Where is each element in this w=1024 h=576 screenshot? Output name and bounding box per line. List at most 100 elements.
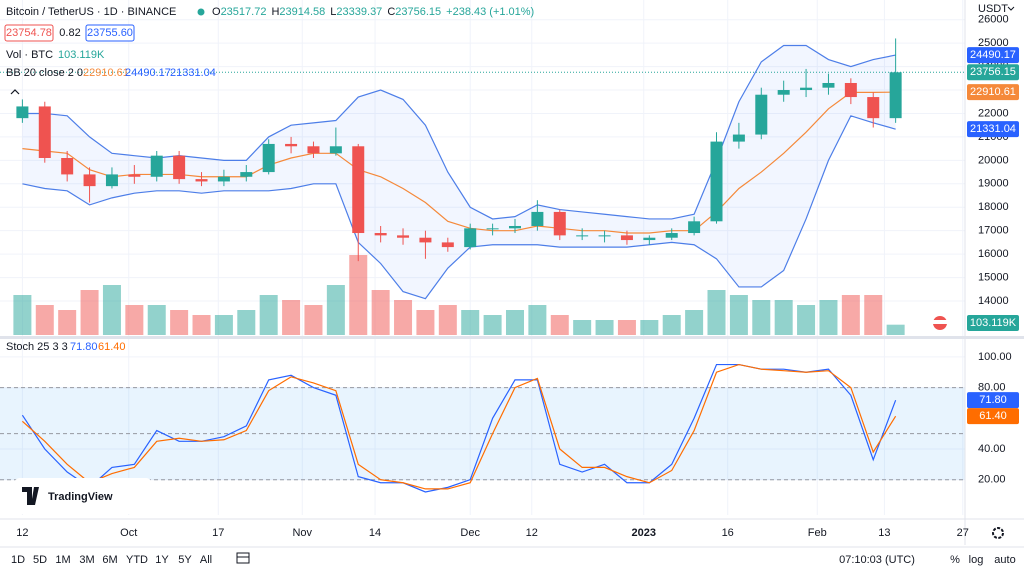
candle-body	[464, 228, 477, 248]
candle-body	[38, 106, 51, 159]
toolbar: 1D 5D 1M 3M 6M YTD 1Y 5Y All	[11, 554, 212, 566]
volume-bar	[80, 290, 99, 335]
volume-bar	[819, 300, 838, 335]
time-tick-label: 27	[957, 527, 969, 539]
volume-bar	[617, 320, 636, 335]
stoch-legend: Stoch 25 3 3	[6, 341, 68, 353]
volume-bar	[662, 315, 681, 335]
candle-body	[374, 233, 387, 236]
stoch-line	[21, 363, 897, 490]
price-tick-label: 17000	[978, 225, 1009, 237]
stoch-k-value: 71.80	[70, 341, 98, 353]
price-box	[967, 408, 1019, 425]
logo-box[interactable]	[14, 478, 152, 514]
timeframe-button[interactable]: 5D	[33, 554, 47, 566]
volume-bar	[35, 305, 54, 335]
candle-body	[889, 72, 902, 119]
timeframe-button[interactable]: YTD	[126, 554, 148, 566]
volume-bar	[214, 315, 233, 335]
bb-legend: BB 20 close 2 0	[6, 67, 83, 79]
bb-upper-value: 24490.17	[125, 67, 171, 79]
price-tick-label: 20000	[978, 154, 1009, 166]
plot	[0, 0, 965, 515]
header: Bitcoin / TetherUS · 1D · BINANCE O23517…	[0, 3, 1024, 566]
logo-text[interactable]: TradingView	[48, 491, 113, 503]
buy-box[interactable]	[85, 24, 135, 42]
candle-body	[800, 87, 813, 91]
volume-bar	[147, 305, 166, 335]
price-box-label: 61.40	[979, 410, 1007, 422]
price-box	[967, 64, 1019, 81]
log-toggle[interactable]: log	[969, 554, 984, 566]
volume-bar	[259, 295, 278, 335]
ohlc-value: 23756.15	[395, 6, 441, 18]
candle-body	[61, 158, 74, 175]
stoch-tick-label: 20.00	[978, 474, 1006, 486]
time-tick-label: 12	[16, 527, 28, 539]
timeframe-button[interactable]: 6M	[102, 554, 117, 566]
time-tick-label: Nov	[292, 527, 312, 539]
ohlc-key: O	[212, 6, 221, 18]
price-box-label: 21331.04	[970, 123, 1016, 135]
candle-body	[105, 174, 118, 187]
volume-bar	[685, 310, 704, 335]
price-tick-label: 18000	[978, 201, 1009, 213]
sell-box[interactable]	[4, 24, 54, 42]
candle-body	[285, 143, 298, 147]
stoch-tick-label: 40.00	[978, 443, 1006, 455]
price-tick-label: 15000	[978, 271, 1009, 283]
candle-body	[83, 174, 96, 187]
price-box-label: 71.80	[979, 394, 1007, 406]
spread: 0.82	[59, 27, 80, 39]
candle-body	[307, 146, 320, 154]
timeframe-button[interactable]: 1M	[55, 554, 70, 566]
price-tick-label: 19000	[978, 178, 1009, 190]
sell-price[interactable]: 23754.78	[6, 27, 52, 39]
timeframe-button[interactable]: 3M	[79, 554, 94, 566]
candle-body	[173, 155, 186, 180]
candle-body	[665, 233, 678, 238]
timeframe-button[interactable]: All	[200, 554, 212, 566]
bb-lower-value: 21331.04	[170, 67, 216, 79]
calendar-icon[interactable]	[236, 552, 250, 564]
time-tick-label: Dec	[460, 527, 480, 539]
volume-bar	[707, 290, 726, 335]
time-tick-label: 12	[526, 527, 538, 539]
timeframe-button[interactable]: 1Y	[155, 554, 169, 566]
candle-body	[508, 225, 521, 229]
stoch-tick-label: 100.00	[978, 351, 1012, 363]
volume-bar	[505, 310, 524, 335]
candle-body	[150, 155, 163, 177]
candle-body	[688, 221, 701, 234]
volume-bar	[13, 295, 32, 335]
time-tick-label: 13	[878, 527, 890, 539]
volume-bar	[841, 295, 860, 335]
symbol[interactable]: Bitcoin / TetherUS · 1D · BINANCE	[6, 6, 176, 18]
price-box	[967, 121, 1019, 138]
volume-legend: Vol · BTC	[6, 49, 53, 61]
stoch-band	[0, 387, 965, 480]
price-box	[967, 392, 1019, 409]
buy-price[interactable]: 23755.60	[87, 27, 133, 39]
volume-bar	[102, 285, 121, 335]
price-tick-label: 25000	[978, 37, 1009, 49]
settings-icon[interactable]	[992, 527, 1004, 539]
time-tick-label: 16	[722, 527, 734, 539]
collapse-icon[interactable]	[10, 89, 20, 95]
stoch-d-value: 61.40	[98, 341, 126, 353]
timeframe-button[interactable]: 5Y	[178, 554, 192, 566]
volume-bar	[394, 300, 413, 335]
price-box	[967, 84, 1019, 101]
candle-body	[217, 176, 230, 182]
volume-bar	[483, 315, 502, 335]
timeframe-button[interactable]: 1D	[11, 554, 25, 566]
currency[interactable]: USDT	[978, 3, 1008, 15]
volume-bar	[729, 295, 748, 335]
volume-bar	[192, 315, 211, 335]
volume-bar	[595, 320, 614, 335]
volume-value: 103.119K	[58, 49, 105, 61]
volume-bar	[752, 300, 771, 335]
auto-toggle[interactable]: auto	[994, 554, 1015, 566]
percent-toggle[interactable]: %	[950, 554, 960, 566]
